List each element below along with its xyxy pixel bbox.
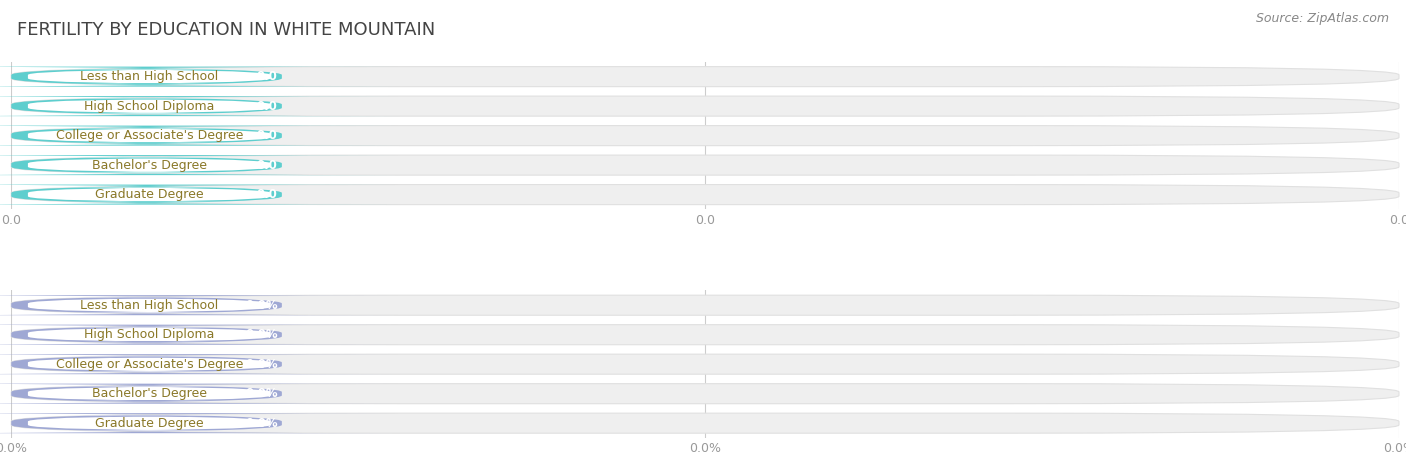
FancyBboxPatch shape — [11, 96, 1399, 116]
FancyBboxPatch shape — [0, 354, 399, 374]
FancyBboxPatch shape — [0, 128, 299, 143]
Text: High School Diploma: High School Diploma — [84, 99, 215, 113]
FancyBboxPatch shape — [11, 325, 1399, 345]
FancyBboxPatch shape — [0, 357, 299, 372]
Text: 0.0%: 0.0% — [245, 416, 278, 430]
Text: 0.0: 0.0 — [257, 70, 278, 83]
FancyBboxPatch shape — [0, 327, 299, 342]
FancyBboxPatch shape — [0, 295, 399, 315]
FancyBboxPatch shape — [0, 99, 299, 114]
Text: Less than High School: Less than High School — [80, 70, 218, 83]
Text: Bachelor's Degree: Bachelor's Degree — [91, 387, 207, 400]
FancyBboxPatch shape — [11, 295, 1399, 315]
FancyBboxPatch shape — [0, 126, 399, 146]
FancyBboxPatch shape — [11, 185, 1399, 205]
FancyBboxPatch shape — [11, 413, 1399, 433]
FancyBboxPatch shape — [11, 354, 1399, 374]
FancyBboxPatch shape — [0, 416, 299, 431]
Text: 0.0%: 0.0% — [245, 357, 278, 371]
Text: Graduate Degree: Graduate Degree — [96, 188, 204, 201]
Text: 0.0: 0.0 — [257, 188, 278, 201]
FancyBboxPatch shape — [0, 96, 399, 116]
Text: Graduate Degree: Graduate Degree — [96, 416, 204, 430]
Text: Less than High School: Less than High School — [80, 299, 218, 312]
Text: FERTILITY BY EDUCATION IN WHITE MOUNTAIN: FERTILITY BY EDUCATION IN WHITE MOUNTAIN — [17, 21, 434, 40]
Text: College or Associate's Degree: College or Associate's Degree — [56, 129, 243, 142]
FancyBboxPatch shape — [0, 69, 299, 84]
FancyBboxPatch shape — [0, 386, 299, 401]
Text: 0.0%: 0.0% — [245, 328, 278, 341]
FancyBboxPatch shape — [0, 384, 399, 404]
Text: 0.0: 0.0 — [257, 99, 278, 113]
FancyBboxPatch shape — [11, 155, 1399, 175]
FancyBboxPatch shape — [11, 384, 1399, 404]
FancyBboxPatch shape — [0, 67, 399, 87]
FancyBboxPatch shape — [0, 155, 399, 175]
FancyBboxPatch shape — [0, 158, 299, 173]
FancyBboxPatch shape — [0, 187, 299, 202]
Text: College or Associate's Degree: College or Associate's Degree — [56, 357, 243, 371]
Text: 0.0%: 0.0% — [245, 299, 278, 312]
FancyBboxPatch shape — [0, 298, 299, 313]
Text: Bachelor's Degree: Bachelor's Degree — [91, 159, 207, 172]
FancyBboxPatch shape — [11, 67, 1399, 87]
FancyBboxPatch shape — [0, 325, 399, 345]
Text: Source: ZipAtlas.com: Source: ZipAtlas.com — [1256, 12, 1389, 25]
Text: 0.0: 0.0 — [257, 159, 278, 172]
FancyBboxPatch shape — [0, 185, 399, 205]
FancyBboxPatch shape — [0, 413, 399, 433]
Text: 0.0%: 0.0% — [245, 387, 278, 400]
Text: High School Diploma: High School Diploma — [84, 328, 215, 341]
FancyBboxPatch shape — [11, 126, 1399, 146]
Text: 0.0: 0.0 — [257, 129, 278, 142]
